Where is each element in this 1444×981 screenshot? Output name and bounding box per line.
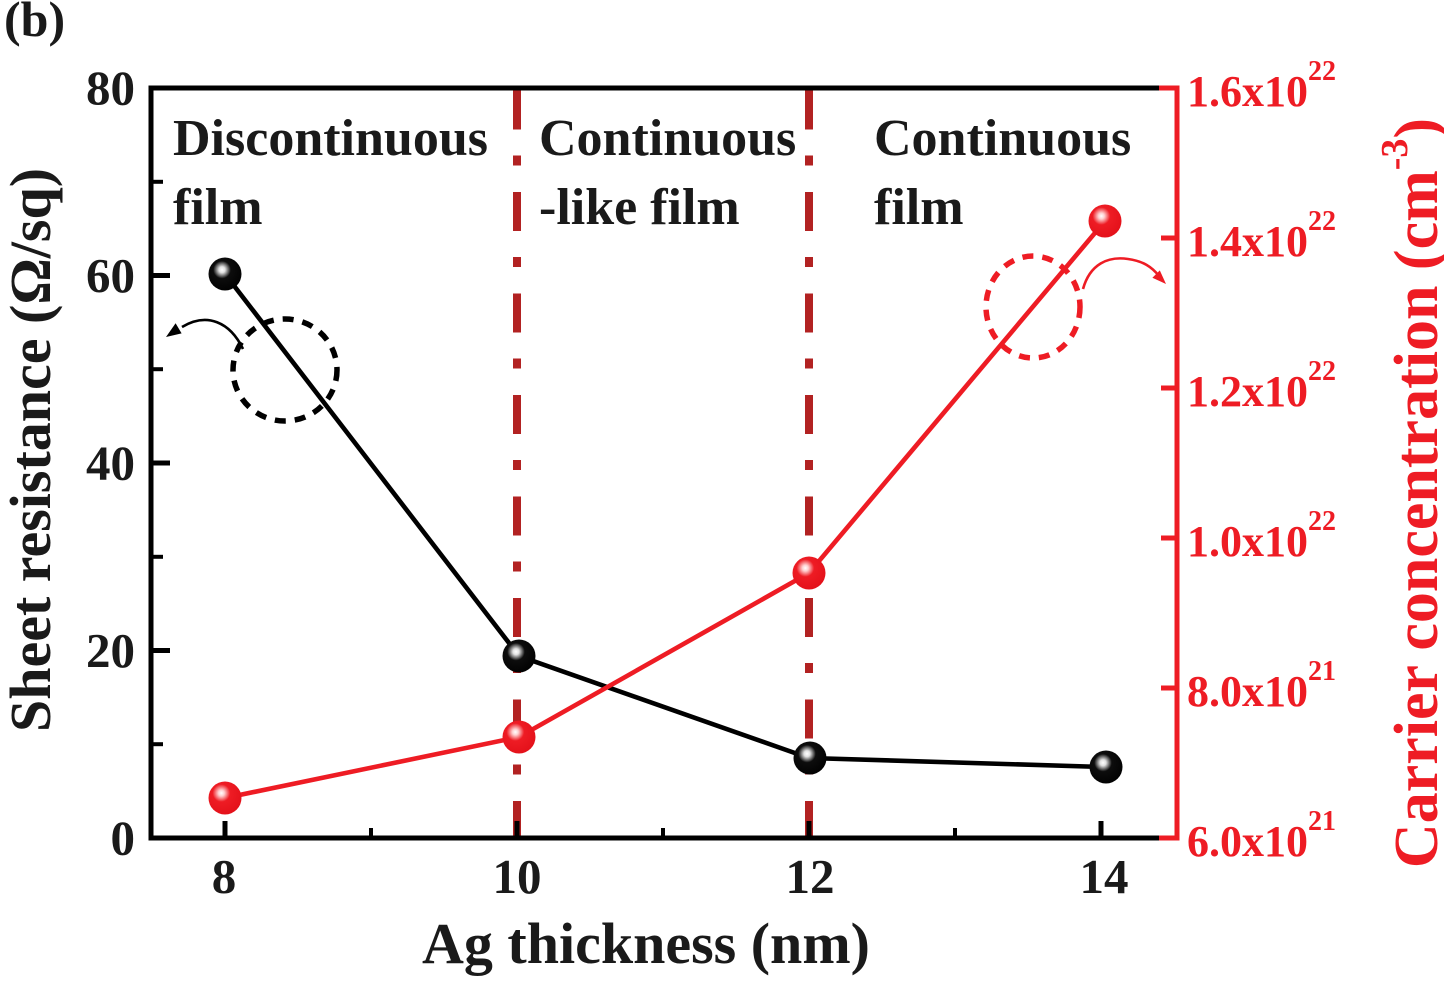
svg-text:Ag thickness (nm): Ag thickness (nm) [422,911,870,976]
svg-text:40: 40 [86,436,135,491]
svg-text:0: 0 [111,811,136,866]
svg-text:film: film [173,179,263,236]
svg-text:Continuous: Continuous [874,110,1131,167]
svg-text:Carrier concentration (cm-3): Carrier concentration (cm-3) [1374,118,1444,868]
svg-text:10: 10 [493,849,542,904]
svg-text:(b): (b) [4,0,65,47]
svg-text:Sheet resistance (Ω/sq): Sheet resistance (Ω/sq) [0,168,63,732]
svg-text:8: 8 [212,849,237,904]
svg-text:60: 60 [86,248,135,303]
svg-text:Continuous: Continuous [539,110,796,167]
svg-text:20: 20 [86,623,135,678]
svg-text:80: 80 [86,61,135,116]
svg-text:-like film: -like film [539,179,740,236]
svg-text:Discontinuous: Discontinuous [173,110,488,167]
svg-text:14: 14 [1080,849,1129,904]
svg-text:12: 12 [786,849,835,904]
svg-text:film: film [874,179,964,236]
